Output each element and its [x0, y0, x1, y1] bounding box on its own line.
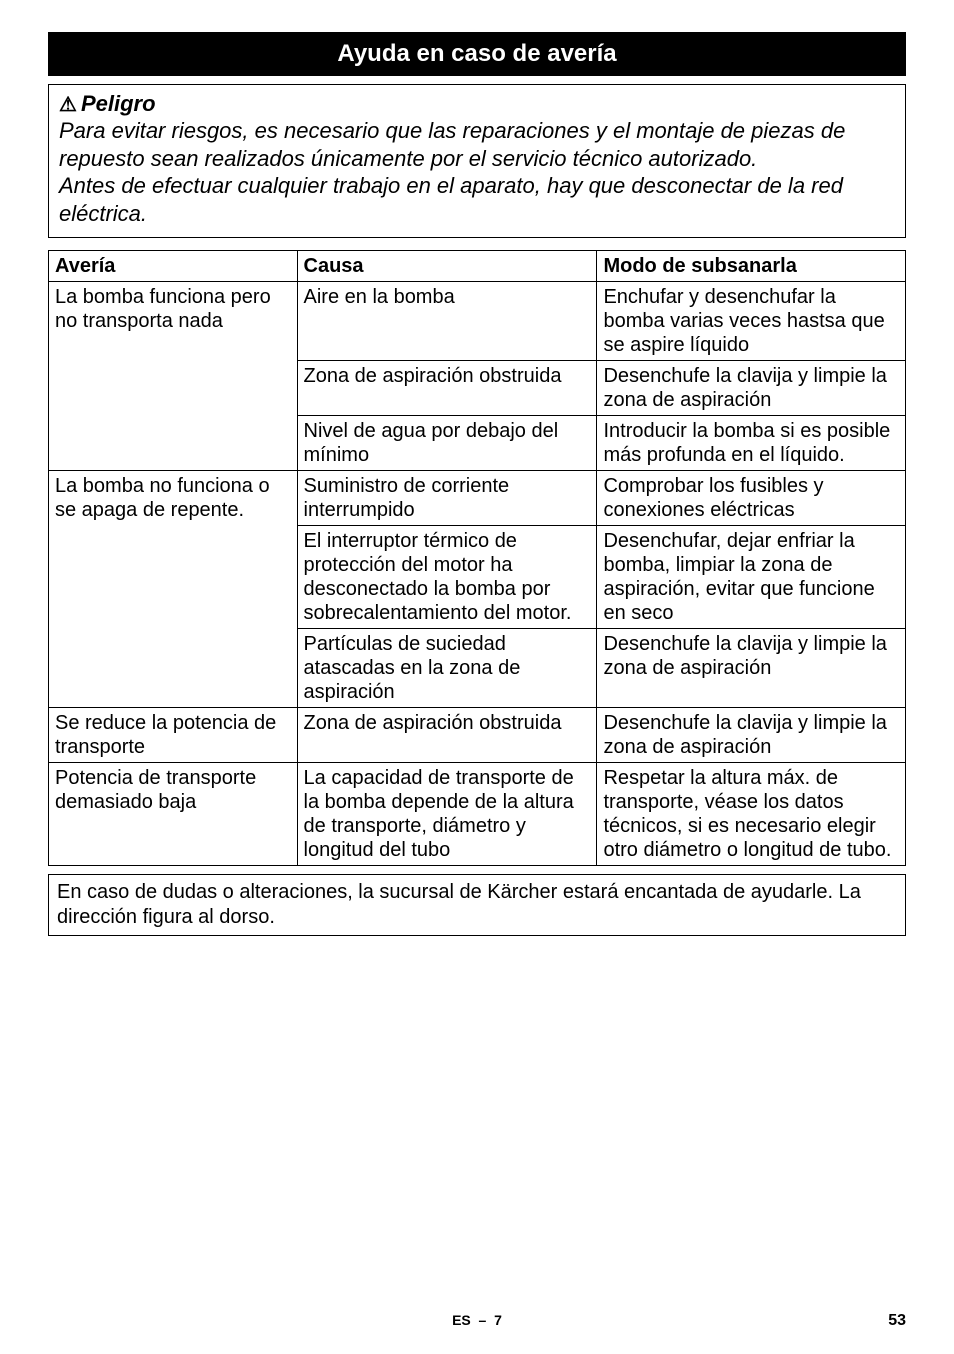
- footer-dash: –: [479, 1312, 487, 1328]
- table-row: La bomba no funciona o se apaga de repen…: [49, 471, 906, 526]
- cell-modo: Desenchufar, dejar enfriar la bomba, lim…: [597, 526, 906, 629]
- cell-modo: Introducir la bomba si es posible más pr…: [597, 416, 906, 471]
- page-number: 53: [888, 1312, 906, 1330]
- cell-causa: Nivel de agua por debajo del mínimo: [297, 416, 597, 471]
- warning-icon: ⚠: [59, 94, 77, 116]
- cell-averia: La bomba no funciona o se apaga de repen…: [49, 471, 298, 708]
- cell-modo: Desenchufe la clavija y limpie la zona d…: [597, 708, 906, 763]
- cell-causa: El interruptor térmico de protección del…: [297, 526, 597, 629]
- cell-causa: La capacidad de transporte de la bomba d…: [297, 763, 597, 866]
- warning-title: Peligro: [81, 91, 156, 116]
- table-body: La bomba funciona pero no transporta nad…: [49, 282, 906, 866]
- footer: ES – 7: [0, 1312, 954, 1328]
- footer-lang: ES: [452, 1312, 471, 1328]
- warning-box: ⚠Peligro Para evitar riesgos, es necesar…: [48, 84, 906, 238]
- col-header-causa: Causa: [297, 251, 597, 282]
- fault-table: Avería Causa Modo de subsanarla La bomba…: [48, 250, 906, 866]
- table-row: Se reduce la potencia de transporteZona …: [49, 708, 906, 763]
- warning-para-2: Antes de efectuar cualquier trabajo en e…: [59, 172, 895, 227]
- cell-modo: Desenchufe la clavija y limpie la zona d…: [597, 629, 906, 708]
- cell-averia: La bomba funciona pero no transporta nad…: [49, 282, 298, 471]
- cell-causa: Aire en la bomba: [297, 282, 597, 361]
- table-row: Potencia de transporte demasiado bajaLa …: [49, 763, 906, 866]
- section-title: Ayuda en caso de avería: [337, 40, 616, 67]
- cell-causa: Partículas de suciedad atascadas en la z…: [297, 629, 597, 708]
- help-text: En caso de dudas o alteraciones, la sucu…: [57, 881, 861, 928]
- cell-causa: Zona de aspiración obstruida: [297, 708, 597, 763]
- cell-averia: Se reduce la potencia de transporte: [49, 708, 298, 763]
- table-row: La bomba funciona pero no transporta nad…: [49, 282, 906, 361]
- cell-modo: Enchufar y desenchufar la bomba varias v…: [597, 282, 906, 361]
- help-box: En caso de dudas o alteraciones, la sucu…: [48, 874, 906, 936]
- table-header-row: Avería Causa Modo de subsanarla: [49, 251, 906, 282]
- footer-sectpage: 7: [494, 1312, 502, 1328]
- cell-averia: Potencia de transporte demasiado baja: [49, 763, 298, 866]
- cell-causa: Zona de aspiración obstruida: [297, 361, 597, 416]
- warning-para-1: Para evitar riesgos, es necesario que la…: [59, 117, 895, 172]
- cell-modo: Comprobar los fusibles y conexiones eléc…: [597, 471, 906, 526]
- cell-modo: Desenchufe la clavija y limpie la zona d…: [597, 361, 906, 416]
- section-header: Ayuda en caso de avería: [48, 32, 906, 76]
- cell-causa: Suministro de corriente interrumpido: [297, 471, 597, 526]
- col-header-averia: Avería: [49, 251, 298, 282]
- col-header-modo: Modo de subsanarla: [597, 251, 906, 282]
- cell-modo: Respetar la altura máx. de transporte, v…: [597, 763, 906, 866]
- warning-title-row: ⚠Peligro: [59, 91, 895, 117]
